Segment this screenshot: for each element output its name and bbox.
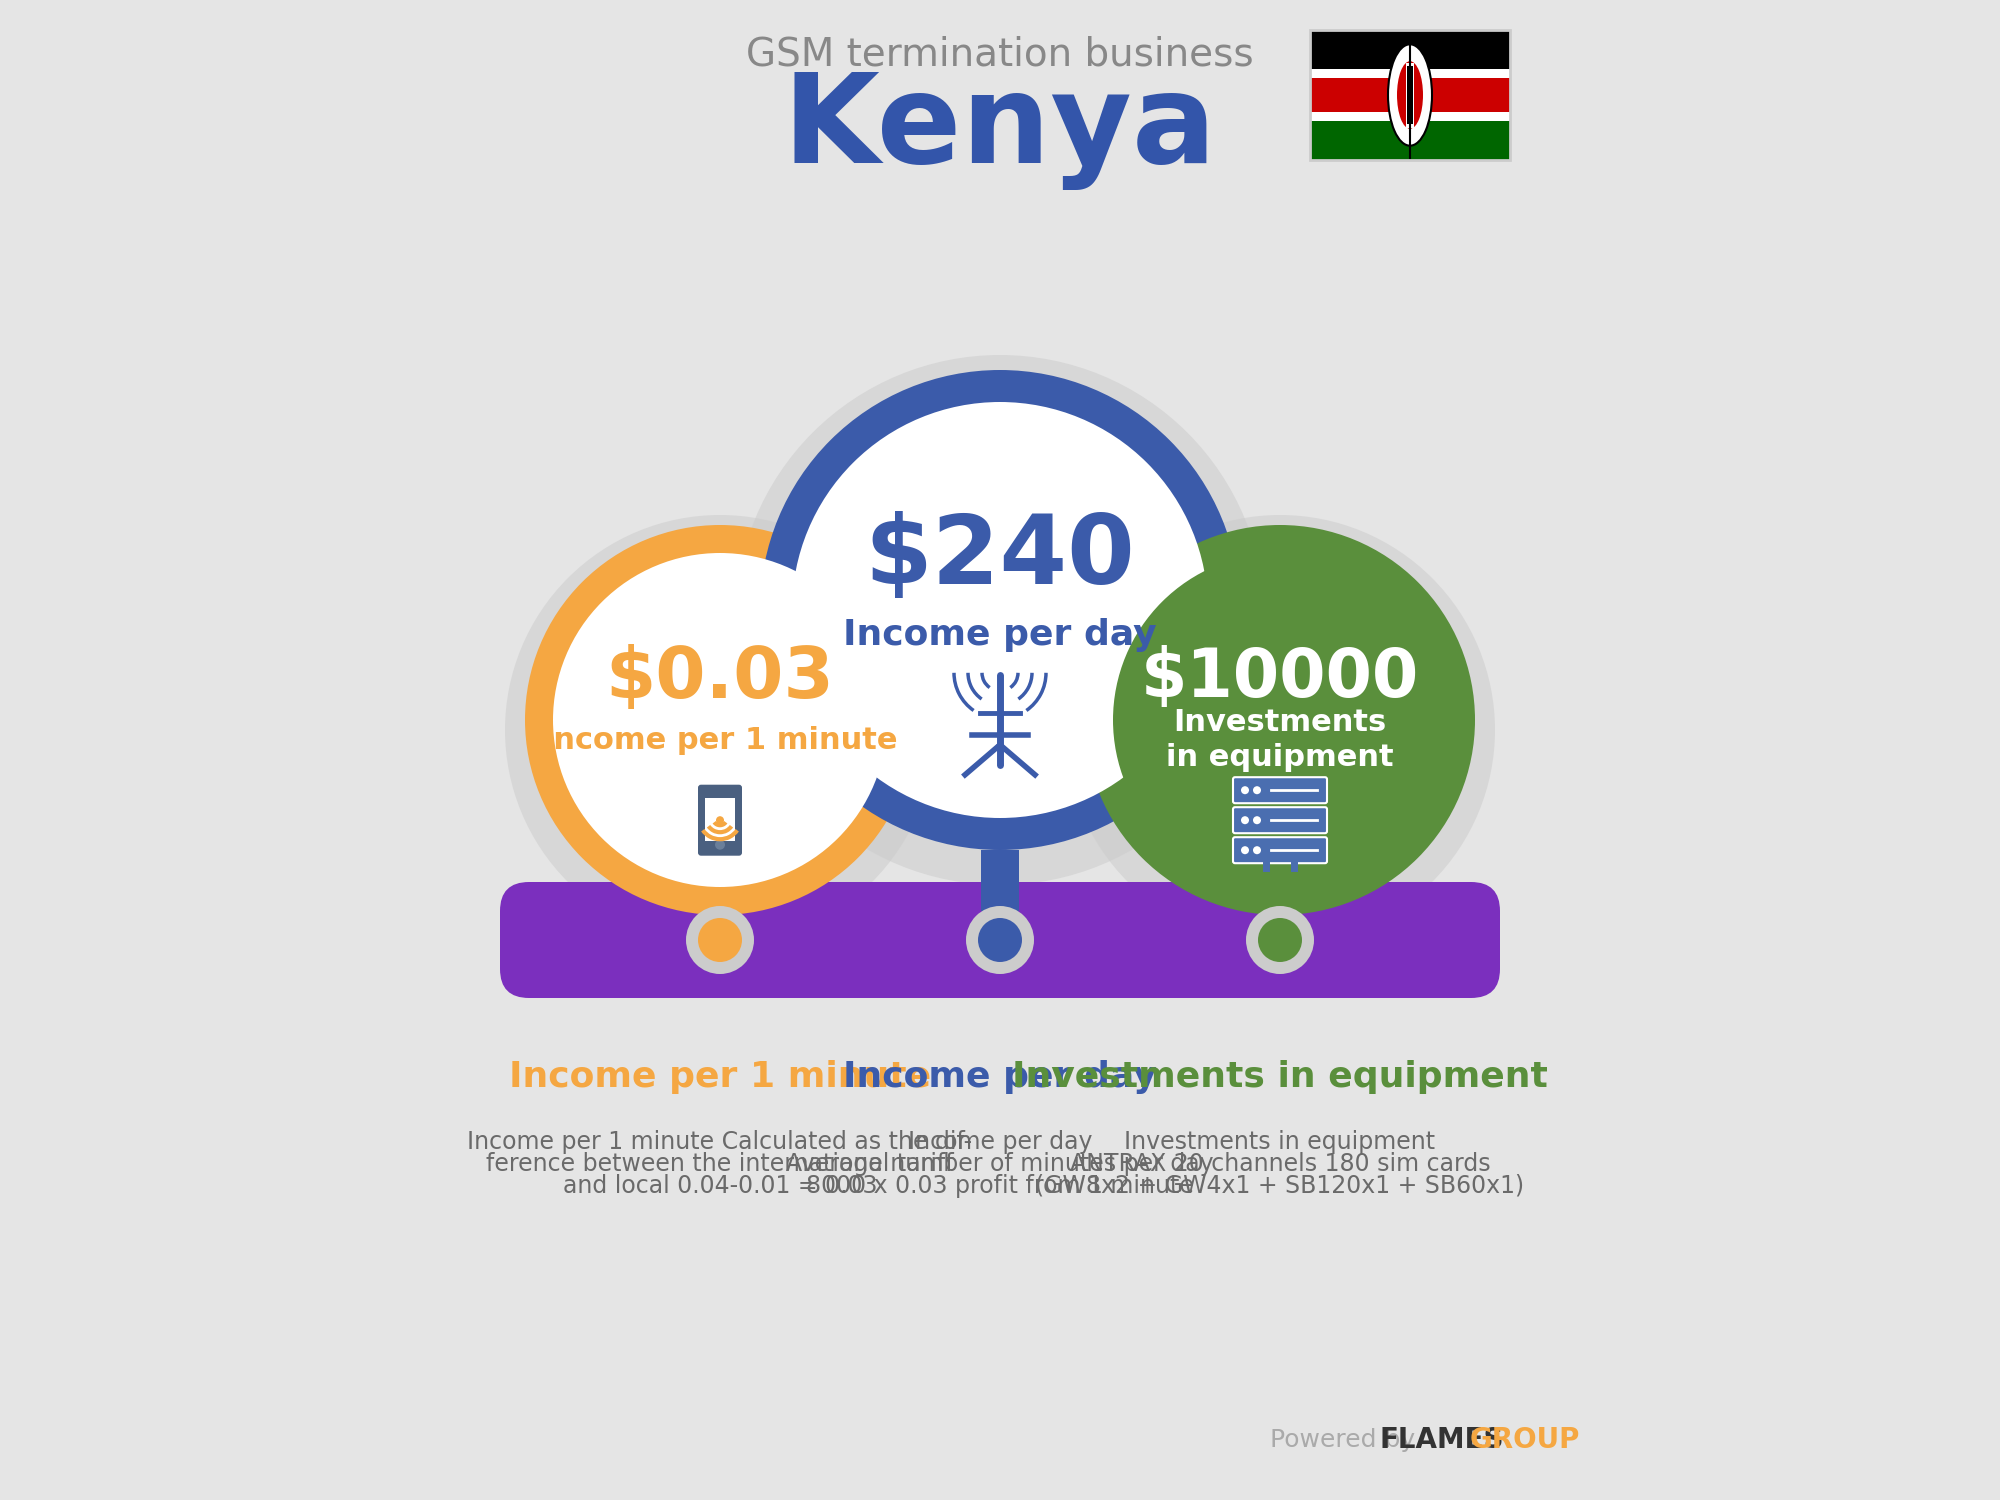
Bar xyxy=(1310,74,1510,117)
Circle shape xyxy=(1084,525,1476,915)
Bar xyxy=(1264,910,1296,915)
Text: Income per 1 minute Calculated as the dif-: Income per 1 minute Calculated as the di… xyxy=(468,1130,972,1154)
Ellipse shape xyxy=(1388,45,1432,146)
Circle shape xyxy=(1064,514,1496,945)
Circle shape xyxy=(736,356,1266,885)
Text: Income per day: Income per day xyxy=(908,1130,1092,1154)
Text: FLAMES: FLAMES xyxy=(1380,1426,1504,1454)
Text: Kenya: Kenya xyxy=(782,69,1218,190)
Text: $240: $240 xyxy=(864,512,1136,604)
Text: 8000 x 0.03 profit from 1 minute: 8000 x 0.03 profit from 1 minute xyxy=(806,1174,1194,1198)
Text: Average number of minutes per day: Average number of minutes per day xyxy=(786,1152,1214,1176)
Circle shape xyxy=(716,840,724,849)
Bar xyxy=(1406,63,1414,128)
Circle shape xyxy=(792,402,1208,818)
Text: Investments
in equipment: Investments in equipment xyxy=(1166,708,1394,772)
Circle shape xyxy=(686,906,754,974)
Text: ANTRAX 20 channels 180 sim cards: ANTRAX 20 channels 180 sim cards xyxy=(1070,1152,1490,1176)
Circle shape xyxy=(978,918,1022,962)
Text: Investments in equipment: Investments in equipment xyxy=(1012,1060,1548,1094)
Text: $10000: $10000 xyxy=(1140,645,1420,711)
Text: (GW8x2 + GW4x1 + SB120x1 + SB60x1): (GW8x2 + GW4x1 + SB120x1 + SB60x1) xyxy=(1036,1174,1524,1198)
Text: Income per day: Income per day xyxy=(844,618,1156,652)
Text: Income per day: Income per day xyxy=(844,1060,1156,1094)
Bar xyxy=(1310,30,1510,160)
Bar xyxy=(1310,69,1510,78)
Text: Income per 1 minute: Income per 1 minute xyxy=(542,726,898,754)
Circle shape xyxy=(966,906,1034,974)
Circle shape xyxy=(524,525,916,915)
Bar xyxy=(704,798,736,840)
FancyBboxPatch shape xyxy=(698,784,742,855)
Ellipse shape xyxy=(1396,62,1424,129)
Circle shape xyxy=(698,918,742,962)
FancyBboxPatch shape xyxy=(500,882,1500,998)
Circle shape xyxy=(1252,816,1262,824)
Circle shape xyxy=(1112,554,1448,886)
Text: GROUP: GROUP xyxy=(1470,1426,1580,1454)
Text: Investments in equipment: Investments in equipment xyxy=(1124,1130,1436,1154)
Bar xyxy=(1310,112,1510,122)
FancyBboxPatch shape xyxy=(1232,837,1328,862)
Circle shape xyxy=(1252,786,1262,794)
Text: Income per 1 minute: Income per 1 minute xyxy=(508,1060,932,1094)
Text: $0.03: $0.03 xyxy=(606,644,834,712)
Circle shape xyxy=(552,554,888,886)
Bar xyxy=(980,850,1020,910)
Circle shape xyxy=(1252,846,1262,853)
Circle shape xyxy=(760,370,1240,850)
Circle shape xyxy=(1240,846,1248,853)
Bar xyxy=(704,910,736,915)
Bar xyxy=(1310,117,1510,160)
FancyBboxPatch shape xyxy=(1232,777,1328,802)
Text: GSM termination business: GSM termination business xyxy=(746,36,1254,74)
Text: ference between the international tariff: ference between the international tariff xyxy=(486,1152,954,1176)
Circle shape xyxy=(716,816,724,824)
FancyBboxPatch shape xyxy=(1232,807,1328,832)
Bar xyxy=(1310,30,1510,74)
Bar xyxy=(1408,66,1412,123)
Text: and local 0.04-0.01 = 0.03: and local 0.04-0.01 = 0.03 xyxy=(562,1174,878,1198)
Circle shape xyxy=(1240,816,1248,824)
Circle shape xyxy=(1258,918,1302,962)
Circle shape xyxy=(504,514,936,945)
Text: Powered by: Powered by xyxy=(1270,1428,1416,1452)
Circle shape xyxy=(1246,906,1314,974)
Circle shape xyxy=(1240,786,1248,794)
